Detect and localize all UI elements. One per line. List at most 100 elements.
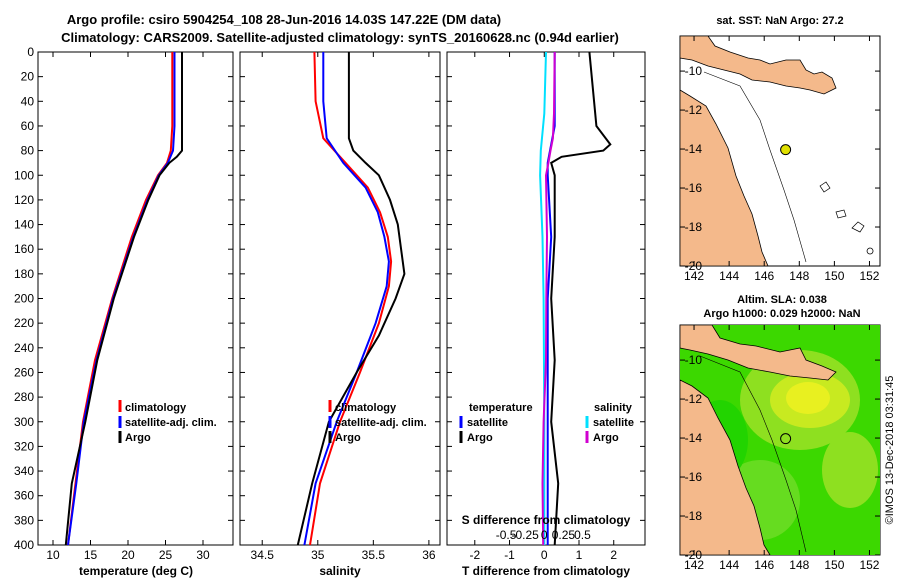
- title-line1: Argo profile: csiro 5904254_108 28-Jun-2…: [67, 12, 501, 27]
- legend-label-argo: Argo: [335, 432, 361, 444]
- map-xtick-label: 148: [789, 269, 809, 283]
- salinity-xtick-label: 34.5: [251, 548, 275, 562]
- s-difference-tick-label: 0.5: [574, 528, 591, 542]
- map-ytick-label: -12: [685, 392, 703, 406]
- depth-tick-label: 200: [14, 292, 34, 306]
- temperature-xtick-label: 15: [84, 548, 98, 562]
- salinity-axes: [239, 51, 441, 546]
- depth-tick-label: 180: [14, 267, 34, 281]
- sst-map-panel: sat. SST: NaN Argo: 27.2 -10 -12 -14 -16 -18…: [679, 15, 881, 283]
- map-ytick-label: -12: [685, 103, 703, 117]
- map-xtick-label: 152: [859, 269, 879, 283]
- s-difference-tick-label: 0: [541, 528, 548, 542]
- map-ytick-label: -18: [685, 220, 703, 234]
- sla-argo-location: [780, 433, 792, 445]
- map-ytick-label: -10: [685, 64, 703, 78]
- map-ytick-label: -14: [685, 431, 703, 445]
- map-xtick-label: 148: [789, 558, 809, 572]
- depth-tick-label: 380: [14, 513, 34, 527]
- map-ytick-label: -20: [685, 259, 703, 273]
- sla-title-line2: Argo h1000: 0.029 h2000: NaN: [703, 308, 860, 320]
- map-xtick-label: 142: [684, 558, 704, 572]
- map-xtick-label: 150: [824, 269, 844, 283]
- salinity-panel: 34.5 35 35.5 36 climatology satellite-adj. …: [239, 51, 441, 578]
- legend-label-climatology: climatology: [335, 402, 397, 414]
- t-difference-xlabel: T difference from climatology: [462, 564, 630, 578]
- map-ytick-label: -10: [685, 353, 703, 367]
- depth-tick-label: 360: [14, 489, 34, 503]
- depth-tick-label: 0: [27, 45, 34, 59]
- legend-label-t-satellite: satellite: [467, 417, 508, 429]
- sst-reefs: [819, 181, 874, 255]
- depth-tick-label: 400: [14, 538, 34, 552]
- temperature-axes: [37, 51, 234, 546]
- map-xtick-label: 146: [754, 269, 774, 283]
- salinity-series-argo: [296, 52, 406, 546]
- sst-argo-location: [780, 144, 792, 156]
- temperature-xlabel: temperature (deg C): [79, 564, 193, 578]
- depth-tick-label: 60: [21, 119, 35, 133]
- map-xtick-label: 142: [684, 269, 704, 283]
- legend-label-satellite: satellite-adj. clim.: [125, 417, 217, 429]
- legend-label-climatology: climatology: [125, 402, 187, 414]
- map-xtick-label: 144: [719, 269, 739, 283]
- depth-tick-label: 140: [14, 218, 34, 232]
- map-ytick-label: -16: [685, 470, 703, 484]
- depth-tick-label: 300: [14, 415, 34, 429]
- temperature-xtick-label: 25: [159, 548, 173, 562]
- s-difference-tick-label: -0.5: [496, 528, 517, 542]
- salinity-series-satellite-adj-clim-: [303, 52, 390, 546]
- depth-tick-label: 320: [14, 439, 34, 453]
- map-xtick-label: 146: [754, 558, 774, 572]
- depth-tick-label: 220: [14, 316, 34, 330]
- depth-tick-label: 160: [14, 242, 34, 256]
- difference-series-t-argo: [550, 51, 612, 546]
- temperature-panel: 0 20 40 60 80 100 120 140 160 180 200 220 240 260 280 3…: [14, 45, 234, 578]
- difference-legend: temperature satellite Argo salinity sate…: [459, 402, 634, 444]
- depth-tick-label: 20: [21, 70, 35, 84]
- sst-map-title: sat. SST: NaN Argo: 27.2: [716, 15, 843, 27]
- depth-tick-label: 280: [14, 390, 34, 404]
- sla-cell: [822, 432, 878, 508]
- sla-land-australia: [679, 379, 771, 556]
- salinity-xtick-label: 35.5: [362, 548, 386, 562]
- legend-label-satellite: satellite-adj. clim.: [335, 417, 427, 429]
- temperature-xtick-label: 10: [46, 548, 60, 562]
- salinity-xtick-label: 36: [422, 548, 436, 562]
- salinity-legend: climatology satellite-adj. clim. Argo: [328, 400, 427, 444]
- s-difference-tick-label: -0.25: [511, 528, 539, 542]
- temperature-xtick-label: 30: [196, 548, 210, 562]
- imos-credit: ©IMOS 13-Dec-2018 03:31:45: [884, 376, 896, 525]
- map-xtick-label: 144: [719, 558, 739, 572]
- difference-panel: -2 -1 0 1 2 temperature satellite Argo salin…: [446, 51, 646, 578]
- map-xtick-label: 150: [824, 558, 844, 572]
- salinity-xlabel: salinity: [319, 564, 361, 578]
- s-difference-tick-label: 0.25: [552, 528, 576, 542]
- sst-land-north: [679, 35, 837, 95]
- temperature-legend: climatology satellite-adj. clim. Argo: [118, 400, 217, 444]
- difference-xtick-label: 2: [610, 548, 617, 562]
- map-ytick-label: -20: [685, 548, 703, 562]
- legend-label-t-argo: Argo: [467, 432, 493, 444]
- map-ytick-label: -18: [685, 509, 703, 523]
- legend-label-s-argo: Argo: [593, 432, 619, 444]
- legend-title-salinity: salinity: [594, 402, 633, 414]
- title-line2: Climatology: CARS2009. Satellite-adjuste…: [61, 30, 619, 45]
- depth-tick-label: 100: [14, 168, 34, 182]
- depth-tick-label: 240: [14, 341, 34, 355]
- difference-xtick-label: 1: [576, 548, 583, 562]
- depth-tick-label: 340: [14, 464, 34, 478]
- salinity-series-climatology: [309, 51, 393, 546]
- map-ytick-label: -14: [685, 142, 703, 156]
- salinity-xtick-label: 35: [311, 548, 325, 562]
- difference-xtick-label: 0: [541, 548, 548, 562]
- sla-map-panel: Altim. SLA: 0.038 Argo h1000: 0.029 h200…: [679, 294, 881, 572]
- map-xtick-label: 152: [859, 558, 879, 572]
- map-ytick-label: -16: [685, 181, 703, 195]
- depth-tick-label: 120: [14, 193, 34, 207]
- legend-label-argo: Argo: [125, 432, 151, 444]
- depth-tick-label: 80: [21, 144, 35, 158]
- temperature-series-argo: [64, 52, 183, 546]
- difference-xtick-label: -1: [504, 548, 515, 562]
